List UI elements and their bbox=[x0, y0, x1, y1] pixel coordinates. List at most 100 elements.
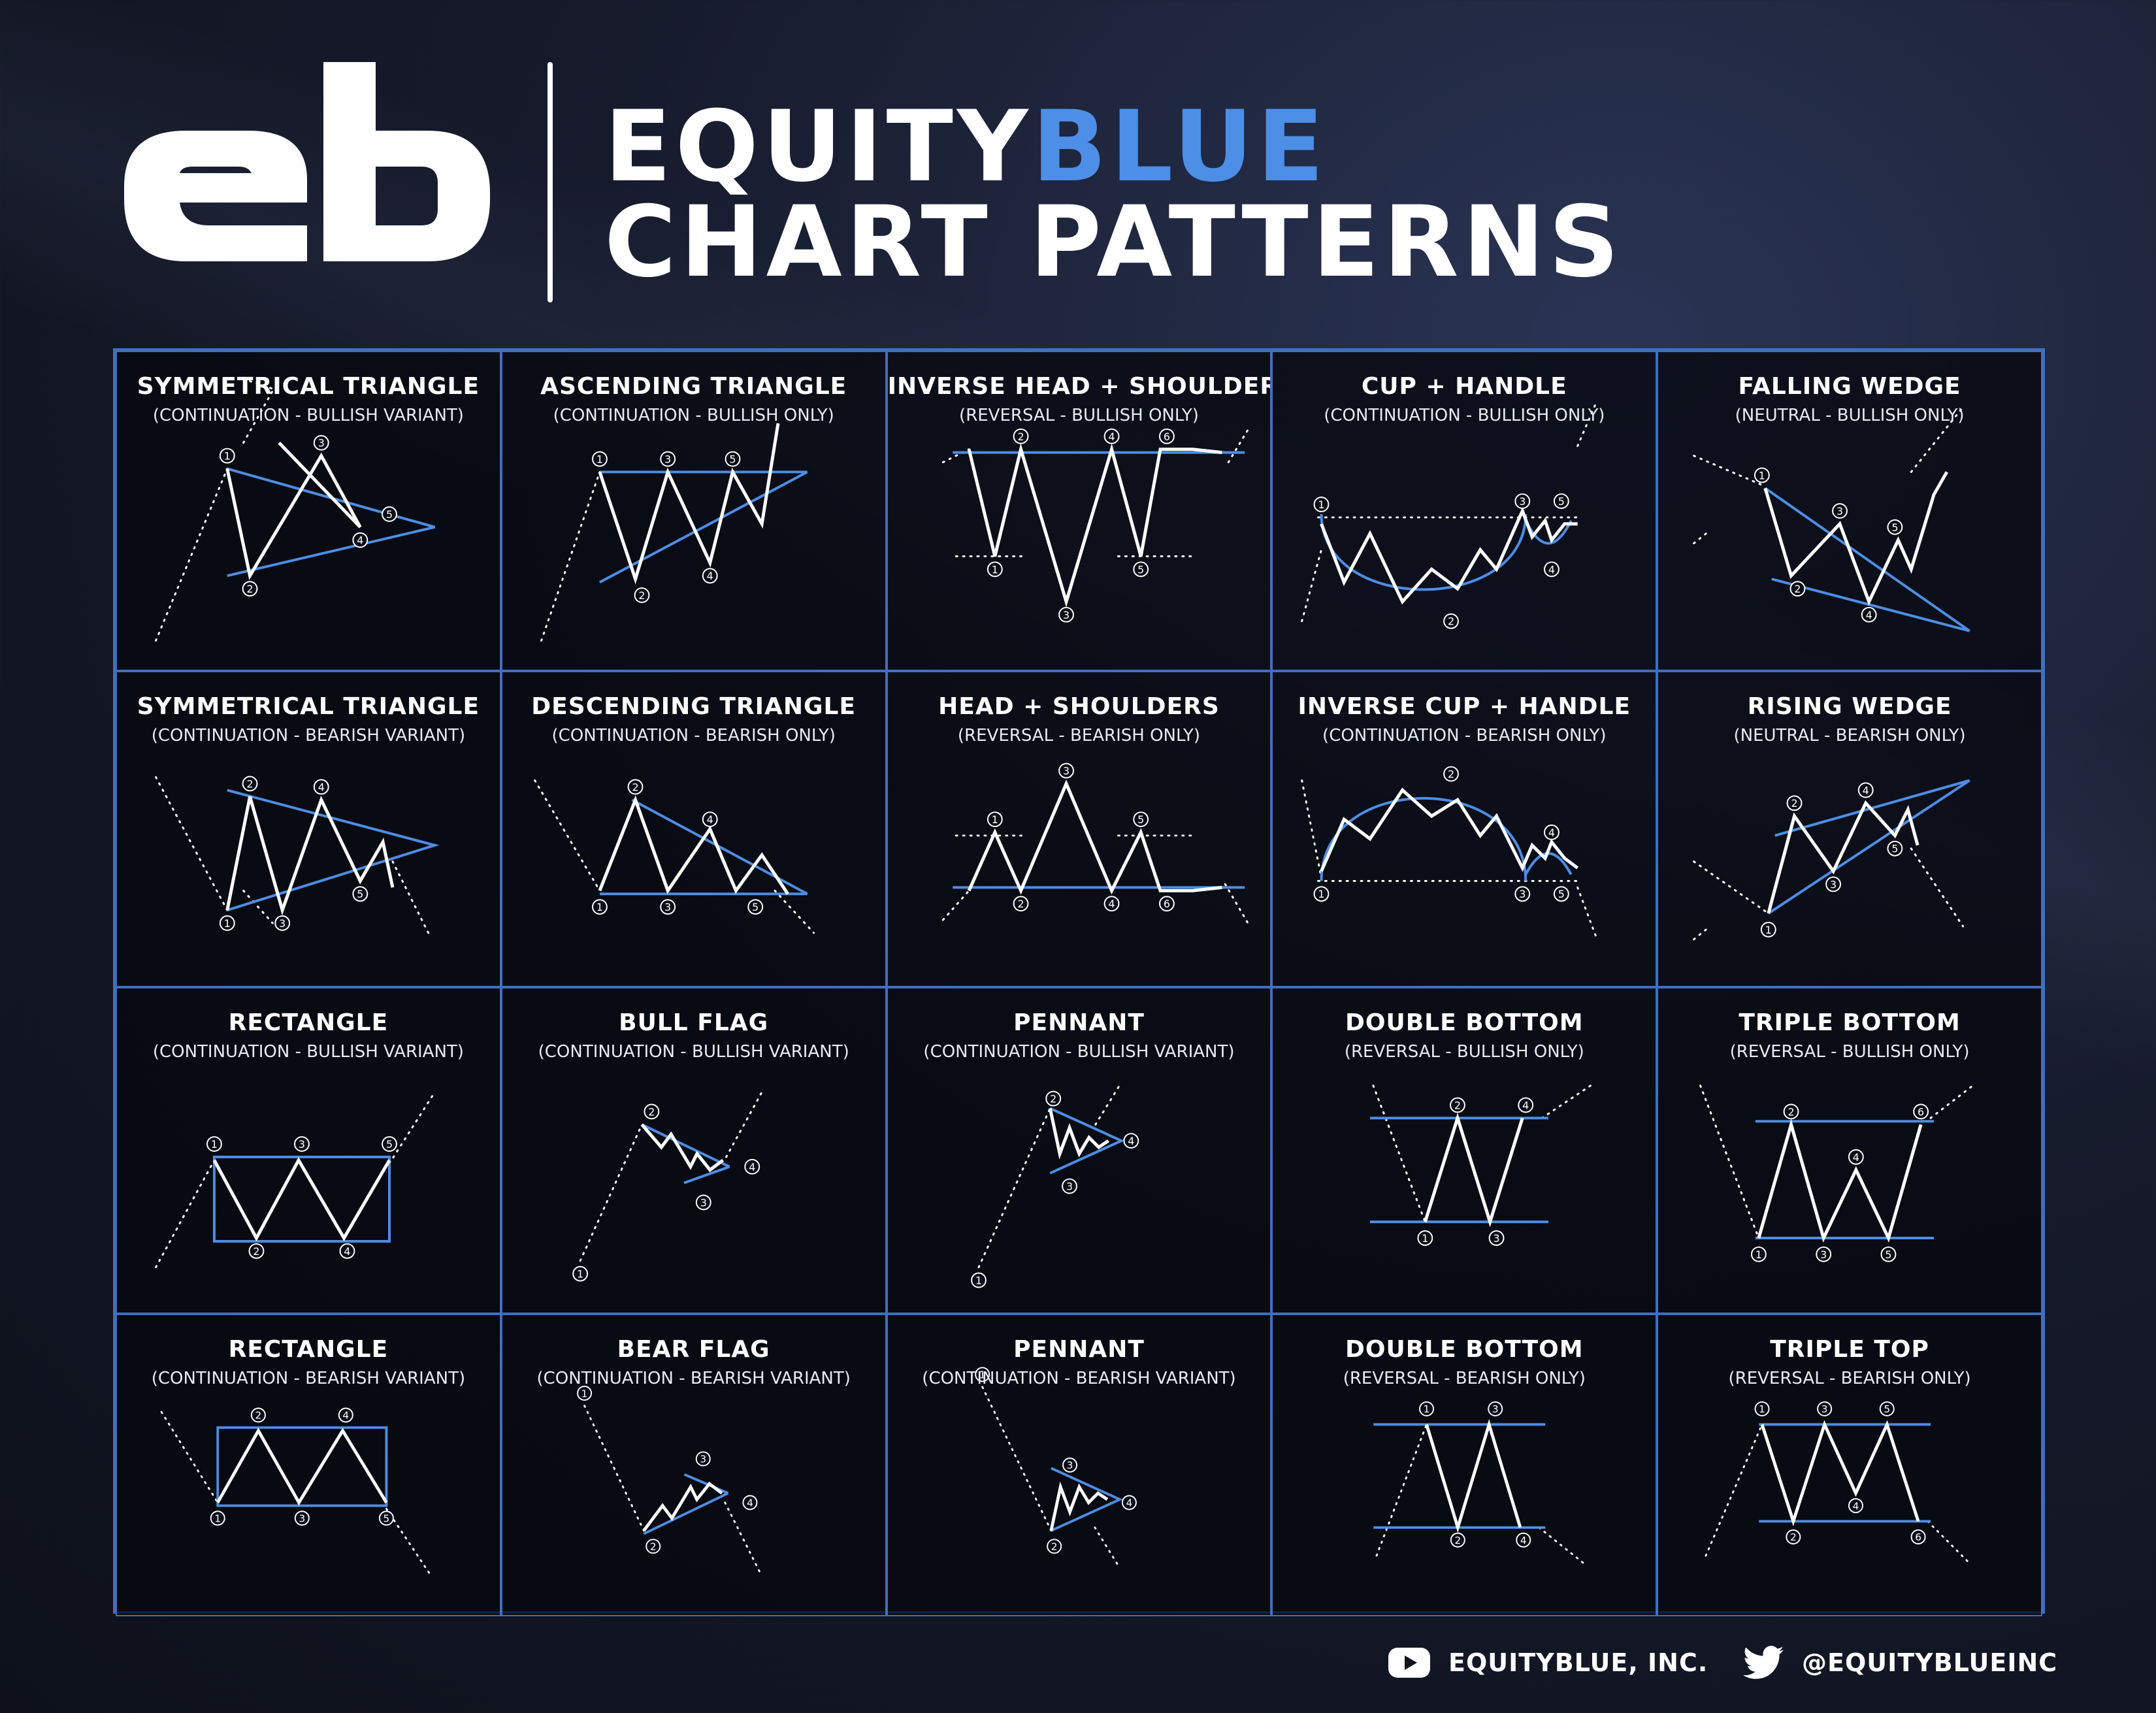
pattern-subtitle: (CONTINUATION - BEARISH VARIANT) bbox=[922, 1369, 1236, 1388]
pattern-title: FALLING WEDGE bbox=[1738, 373, 1961, 400]
trend-dotted-line bbox=[724, 1501, 760, 1573]
svg-text:4: 4 bbox=[1548, 563, 1555, 576]
pattern-card-ttop: 1 2 3 4 5 6 TRIPLE TOP (REVERSAL - BEARISH ONLY… bbox=[1657, 1314, 2042, 1616]
price-line bbox=[1763, 471, 1949, 606]
brand-blue: BLUE bbox=[1032, 90, 1328, 204]
pattern-diagram: 1 2 3 4 bbox=[970, 1081, 1139, 1288]
pattern-diagram: 1 2 3 4 5 bbox=[155, 1091, 436, 1269]
pattern-title: RISING WEDGE bbox=[1747, 693, 1952, 720]
point-marker-5: 5 bbox=[1132, 811, 1149, 828]
pattern-subtitle: (CONTINUATION - BULLISH VARIANT) bbox=[152, 1042, 464, 1062]
svg-text:1: 1 bbox=[211, 1138, 218, 1150]
twitter-link[interactable]: @EQUITYBLUEINC bbox=[1743, 1640, 2057, 1686]
trend-dotted-line bbox=[1927, 1520, 1970, 1563]
pattern-subtitle: (CONTINUATION - BULLISH VARIANT) bbox=[538, 1042, 849, 1062]
trend-dotted-line bbox=[242, 389, 274, 444]
price-line bbox=[225, 795, 395, 916]
pattern-diagram: 1 2 3 4 5 bbox=[533, 779, 815, 934]
pattern-diagram: 1 2 3 4 5 bbox=[1693, 779, 1970, 941]
pattern-boundary-line bbox=[598, 470, 808, 583]
trend-dotted-line bbox=[1224, 883, 1249, 924]
svg-text:6: 6 bbox=[1915, 1531, 1921, 1543]
trend-dotted-line bbox=[1693, 860, 1770, 915]
svg-text:4: 4 bbox=[1108, 431, 1115, 443]
svg-text:4: 4 bbox=[1126, 1497, 1132, 1509]
pattern-boundary-line bbox=[1050, 1467, 1123, 1532]
trend-dotted-line bbox=[1372, 1085, 1427, 1223]
pattern-card-icup: 1 2 3 5 4 INVERSE CUP + HANDLE (CONTINUATION -… bbox=[1271, 671, 1658, 987]
trend-dotted-line bbox=[1227, 429, 1249, 464]
pattern-card-dbot: 1 2 3 4 DOUBLE BOTTOM (REVERSAL - BULLISH ONL… bbox=[1271, 987, 1658, 1314]
point-marker-2: 2 bbox=[1443, 766, 1460, 782]
pattern-title: DESCENDING TRIANGLE bbox=[531, 693, 857, 720]
point-marker-4: 4 bbox=[1544, 824, 1560, 840]
svg-text:2: 2 bbox=[246, 583, 253, 595]
pattern-range-box bbox=[216, 1426, 388, 1507]
svg-text:3: 3 bbox=[1494, 1232, 1500, 1245]
point-marker-2: 2 bbox=[1789, 581, 1806, 597]
svg-text:2: 2 bbox=[1050, 1093, 1056, 1105]
pattern-card-sym-bull: 1 2 3 4 5 SYMMETRICAL TRIANGLE (CONTINUATION -… bbox=[116, 351, 501, 671]
point-marker-3: 3 bbox=[660, 899, 676, 915]
svg-text:2: 2 bbox=[1017, 431, 1024, 443]
price-line bbox=[216, 1428, 388, 1506]
pattern-diagram: 1 2 3 4 bbox=[1370, 1085, 1592, 1246]
pattern-boundary-line bbox=[1767, 779, 1970, 915]
svg-text:5: 5 bbox=[384, 1513, 390, 1525]
svg-text:5: 5 bbox=[1884, 1403, 1891, 1415]
price-line bbox=[1320, 787, 1579, 872]
pattern-card-rwedge: 1 2 3 4 5 RISING WEDGE (NEUTRAL - BEARISH ONLY… bbox=[1657, 671, 2042, 987]
point-marker-1: 1 bbox=[1761, 921, 1776, 938]
point-marker-3: 3 bbox=[1489, 1230, 1505, 1246]
point-marker-2: 2 bbox=[1783, 1103, 1799, 1120]
point-marker-2: 2 bbox=[627, 779, 644, 795]
twitter-icon bbox=[1743, 1646, 1784, 1679]
price-line bbox=[1320, 506, 1578, 605]
svg-text:2: 2 bbox=[1790, 1531, 1797, 1543]
point-marker-2: 2 bbox=[250, 1407, 266, 1423]
youtube-link[interactable]: EQUITYBLUE, INC. bbox=[1388, 1640, 1708, 1686]
price-line bbox=[967, 779, 1222, 895]
trend-dotted-line bbox=[941, 889, 970, 921]
point-marker-3: 3 bbox=[1488, 1401, 1503, 1416]
point-marker-2: 2 bbox=[1450, 1097, 1466, 1113]
pattern-title: PENNANT bbox=[1013, 1336, 1145, 1363]
pattern-subtitle: (REVERSAL - BEARISH ONLY) bbox=[957, 726, 1201, 745]
point-marker-1: 1 bbox=[1313, 497, 1330, 512]
pattern-range-box bbox=[212, 1155, 391, 1243]
price-line bbox=[640, 1123, 724, 1173]
pattern-boundary-line bbox=[1049, 1107, 1124, 1175]
point-marker-5: 5 bbox=[352, 886, 368, 902]
price-line bbox=[1424, 1113, 1525, 1228]
svg-text:2: 2 bbox=[1788, 1105, 1795, 1118]
pattern-title: DOUBLE BOTTOM bbox=[1345, 1009, 1584, 1036]
svg-text:3: 3 bbox=[299, 1513, 305, 1525]
pattern-diagram: 1 2 3 4 5 bbox=[155, 380, 436, 642]
point-marker-3: 3 bbox=[1062, 1458, 1077, 1473]
svg-text:5: 5 bbox=[1558, 888, 1565, 900]
pattern-subtitle: (CONTINUATION - BULLISH VARIANT) bbox=[152, 406, 464, 425]
pattern-card-bullflag: 1 2 3 4 BULL FLAG (CONTINUATION - BULLISH VAR… bbox=[500, 987, 887, 1314]
price-line bbox=[598, 795, 789, 895]
svg-text:4: 4 bbox=[1128, 1135, 1134, 1147]
svg-text:6: 6 bbox=[1918, 1105, 1924, 1118]
svg-text:3: 3 bbox=[1063, 765, 1070, 777]
svg-text:5: 5 bbox=[357, 888, 363, 900]
point-marker-5: 5 bbox=[382, 1136, 397, 1152]
svg-text:3: 3 bbox=[318, 437, 325, 449]
point-marker-5: 5 bbox=[1887, 519, 1903, 535]
point-marker-2: 2 bbox=[1443, 613, 1460, 629]
trend-dotted-line bbox=[1094, 1081, 1122, 1126]
pattern-title: DOUBLE BOTTOM bbox=[1345, 1336, 1584, 1363]
point-marker-4: 4 bbox=[339, 1243, 355, 1259]
point-marker-4: 4 bbox=[338, 1407, 353, 1423]
equityblue-logo bbox=[124, 62, 490, 261]
point-marker-4: 4 bbox=[1516, 1532, 1531, 1548]
trend-dotted-line bbox=[1576, 399, 1599, 448]
brand-title: EQUITYBLUE bbox=[604, 98, 1328, 196]
svg-text:4: 4 bbox=[1108, 898, 1115, 910]
trend-dotted-line bbox=[1693, 529, 1712, 545]
pattern-diagram: 1 2 3 5 4 bbox=[1301, 766, 1599, 941]
svg-text:3: 3 bbox=[299, 1138, 305, 1150]
point-marker-5: 5 bbox=[725, 451, 741, 467]
